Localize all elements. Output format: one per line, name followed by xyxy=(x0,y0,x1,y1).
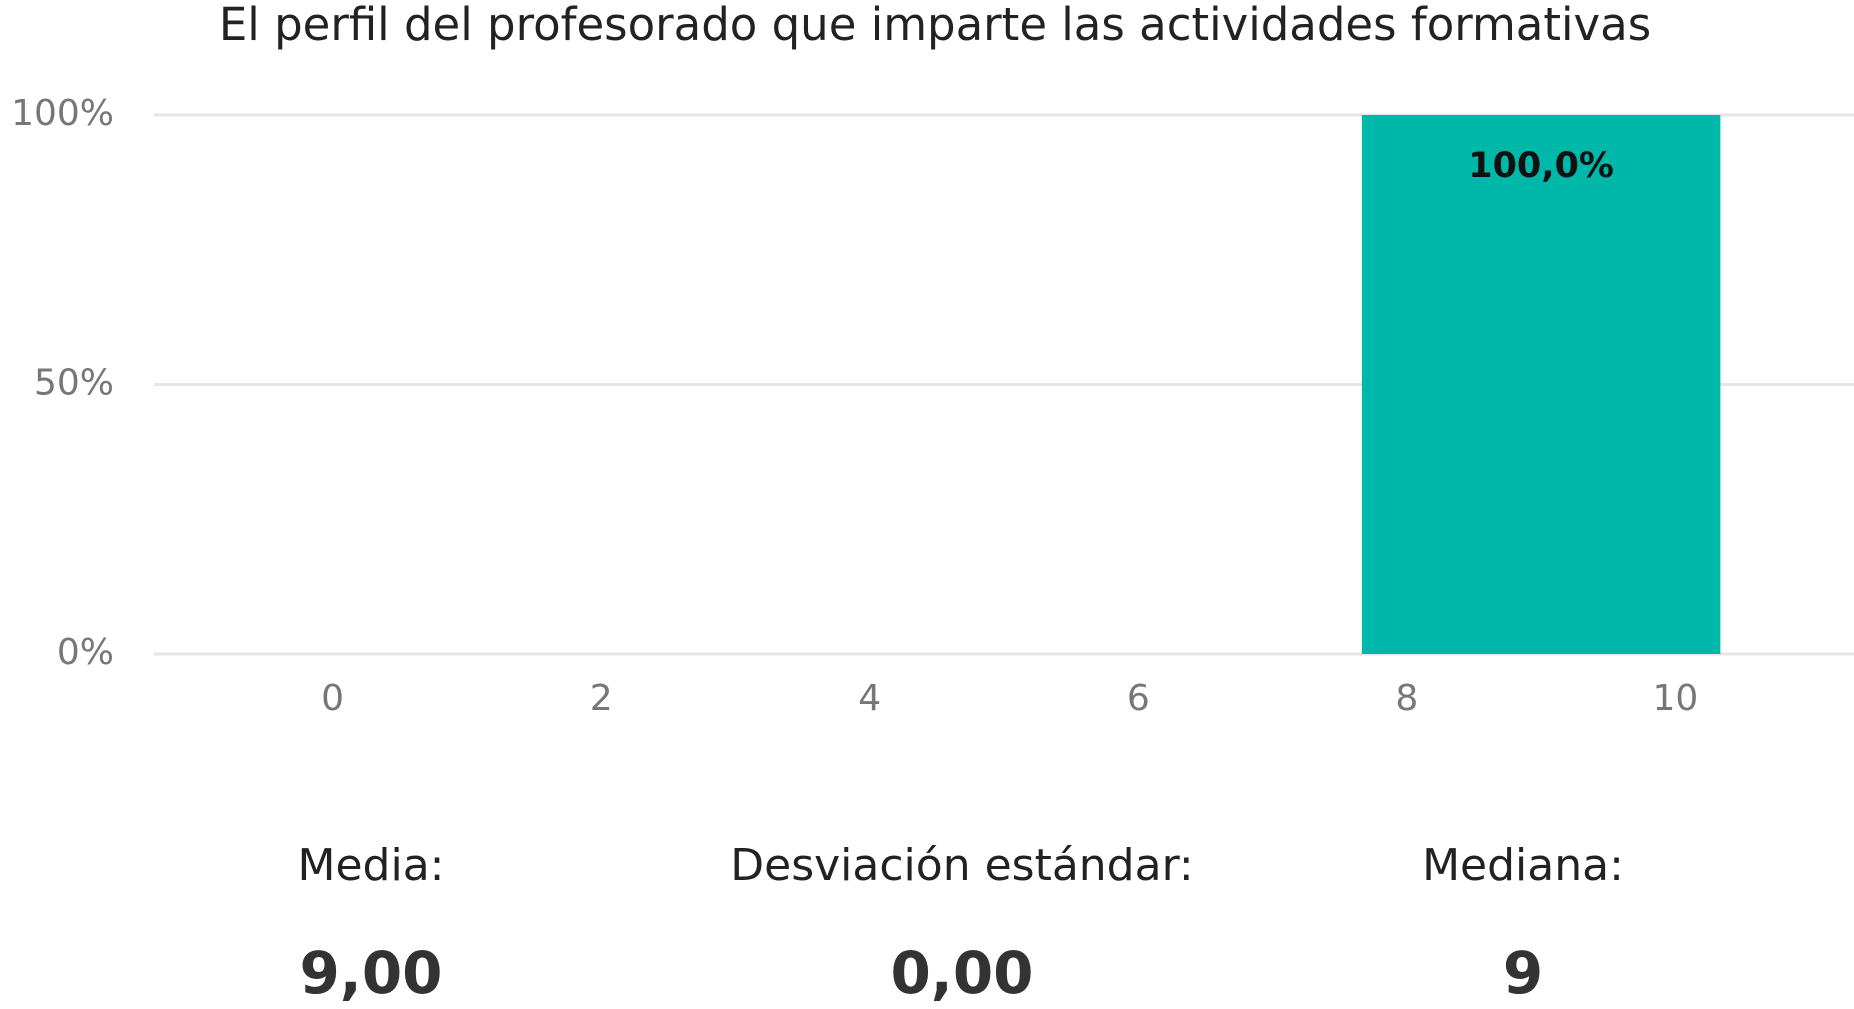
stat-label: Media: xyxy=(298,840,445,891)
y-tick-label: 50% xyxy=(34,363,114,404)
x-tick-label: 8 xyxy=(1395,678,1418,719)
x-tick-label: 10 xyxy=(1652,678,1698,719)
x-tick-label: 6 xyxy=(1127,678,1150,719)
bar xyxy=(1361,115,1721,654)
stat-value: 9 xyxy=(1503,939,1543,1007)
stat-label: Mediana: xyxy=(1422,840,1624,891)
stat-value: 9,00 xyxy=(299,939,442,1007)
x-tick-label: 4 xyxy=(858,678,881,719)
y-tick-label: 0% xyxy=(57,632,114,673)
stat-value: 0,00 xyxy=(890,939,1033,1007)
x-tick-label: 2 xyxy=(590,678,613,719)
x-tick-label: 0 xyxy=(321,678,344,719)
stat-label: Desviación estándar: xyxy=(730,840,1193,891)
data-label: 100,0% xyxy=(1468,146,1614,186)
chart-title: El perfil del profesorado que imparte la… xyxy=(219,0,1651,51)
y-tick-label: 100% xyxy=(11,93,114,134)
